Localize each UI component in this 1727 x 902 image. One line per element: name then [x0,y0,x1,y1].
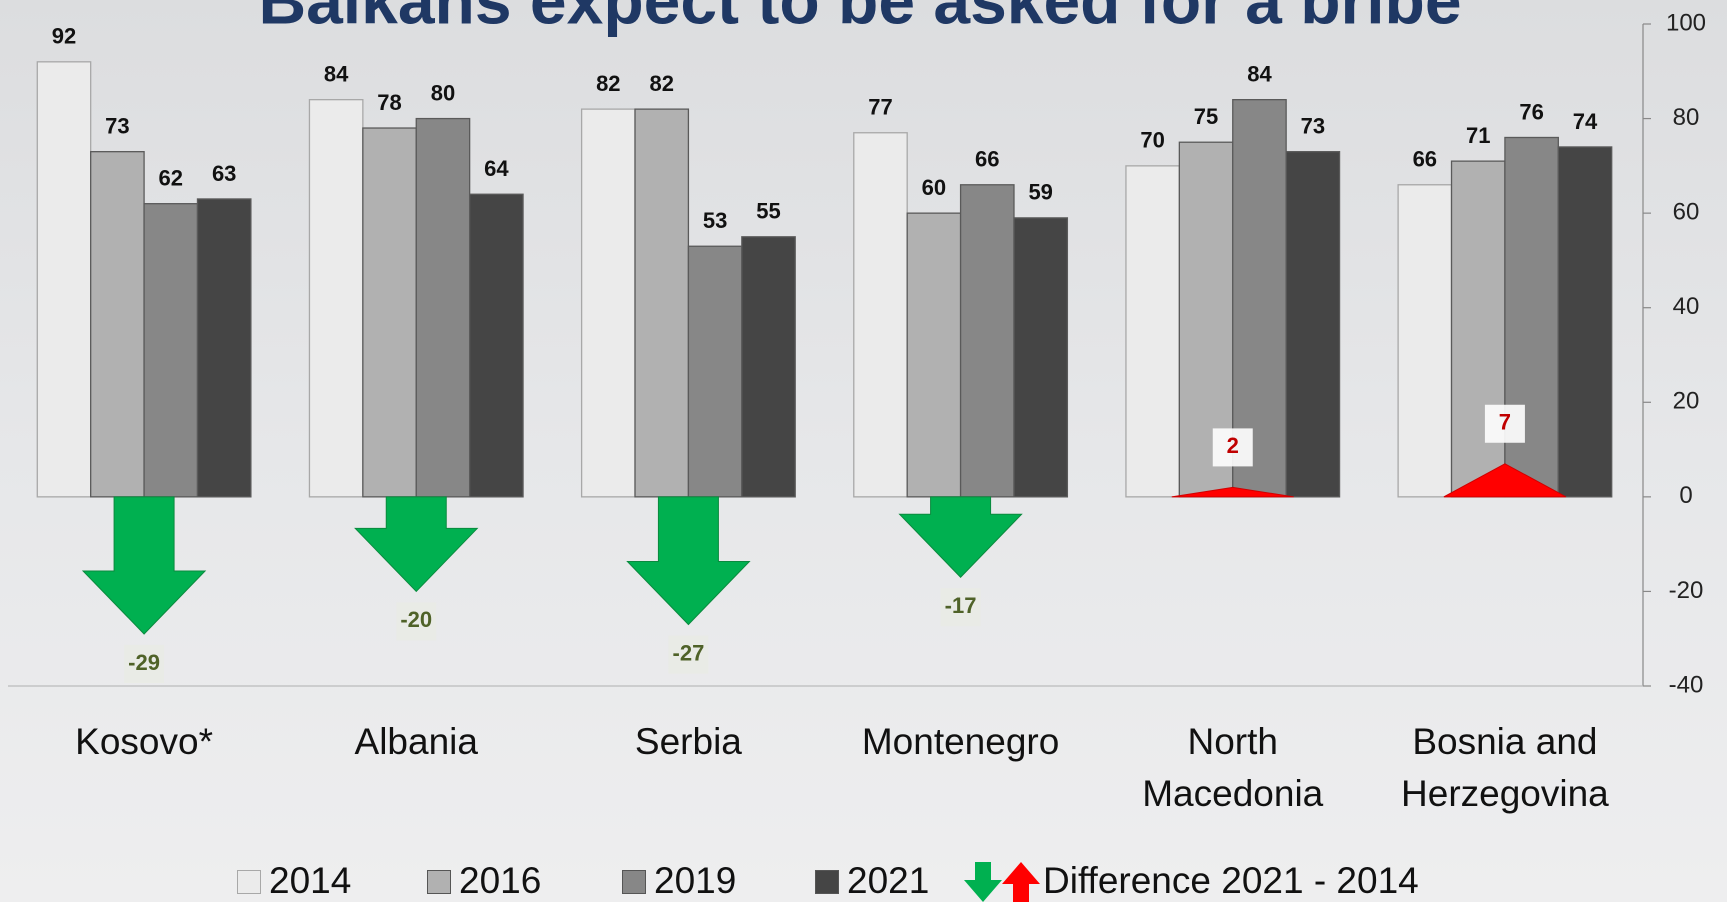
difference-label: -29 [128,650,160,675]
data-label: 73 [1301,113,1325,138]
data-label: 80 [431,80,455,105]
x-tick-label: Serbia [634,721,742,762]
bar [959,184,1015,498]
difference-label-box [124,644,165,683]
bar [196,198,252,498]
y-tick-label: 100 [1666,9,1706,36]
legend-label: 2016 [459,860,542,901]
legend-item: 2016 [427,860,541,902]
bar [362,127,417,498]
data-label: 73 [105,113,129,138]
legend-difference-icon [964,862,1040,902]
data-label: 70 [1140,128,1164,153]
bar [853,132,908,498]
legend-item: 2019 [622,860,736,902]
bar [687,245,743,498]
data-label: 82 [596,71,620,96]
data-label: 74 [1573,109,1598,134]
data-label: 78 [377,90,401,115]
difference-arrow [898,496,1023,578]
bar [1013,217,1069,498]
data-label: 75 [1194,104,1218,129]
legend-swatch [622,870,646,894]
x-tick-label: Albania [354,721,478,762]
data-label: 82 [649,71,673,96]
x-tick-label: Kosovo* [75,721,213,762]
legend-label: 2019 [654,860,737,901]
data-label: 77 [868,95,892,120]
x-tick-label: North Macedonia [1142,721,1324,814]
data-label: 53 [703,208,727,233]
data-label: 63 [212,161,236,186]
y-tick-label: 60 [1673,198,1700,225]
y-tick-label: -20 [1669,577,1704,604]
bar [906,212,962,498]
difference-label: 7 [1499,410,1511,435]
difference-label-box [668,635,709,674]
data-label: 71 [1466,123,1490,148]
data-label: 55 [756,199,780,224]
data-label: 60 [922,175,946,200]
difference-label-box [1212,428,1253,467]
bar [1450,160,1506,498]
bar [90,151,145,498]
difference-label-box [1484,404,1525,443]
bar [580,108,636,498]
legend-item: 2021 [815,860,929,902]
y-tick-label: 40 [1673,293,1700,320]
data-label: 62 [159,165,183,190]
legend-label: 2021 [847,860,930,901]
difference-arrow [1171,486,1294,498]
data-label: 66 [1413,147,1437,172]
bar [1504,136,1559,498]
difference-label: 2 [1227,433,1239,458]
legend-label: Difference 2021 - 2014 [1043,860,1419,901]
difference-arrow [81,496,207,635]
legend-arrow-up [1002,862,1040,902]
bar [1125,165,1180,498]
data-label: 66 [975,147,999,172]
legend-swatch [237,870,261,894]
bar [415,117,471,498]
bar [468,193,524,498]
data-label: 59 [1028,180,1052,205]
difference-label: -20 [400,607,432,632]
legend-label: 2014 [269,860,352,901]
bar [308,99,364,498]
difference-label-box [940,588,981,627]
bar [634,108,690,498]
difference-arrow [354,496,479,593]
bar [1397,184,1453,498]
data-label: 84 [1247,61,1272,86]
y-tick-label: 0 [1679,482,1692,509]
difference-arrow [1443,463,1567,498]
bar [36,61,92,498]
bar [741,236,796,498]
y-tick-label: -40 [1669,671,1704,698]
legend-swatch [427,870,451,894]
difference-label-box [396,602,437,641]
x-tick-label: Bosnia and Herzegovina [1401,721,1609,814]
bar [1285,151,1341,498]
y-tick-label: 20 [1673,388,1700,415]
legend-swatch [815,870,839,894]
data-label: 64 [484,156,509,181]
difference-label: -17 [945,593,977,618]
data-label: 92 [52,24,76,49]
bar [1557,146,1613,498]
data-label: 84 [324,61,349,86]
bar [143,203,199,498]
legend-item: 2014 [237,860,351,902]
data-label: 76 [1519,99,1543,124]
legend-arrow-down [964,862,1002,902]
x-tick-label: Montenegro [861,721,1060,762]
difference-label: -27 [673,640,705,665]
chart-title: Balkans expect to be asked for a bribe [258,0,1461,37]
y-tick-label: 80 [1673,104,1700,131]
difference-arrow [626,496,751,626]
